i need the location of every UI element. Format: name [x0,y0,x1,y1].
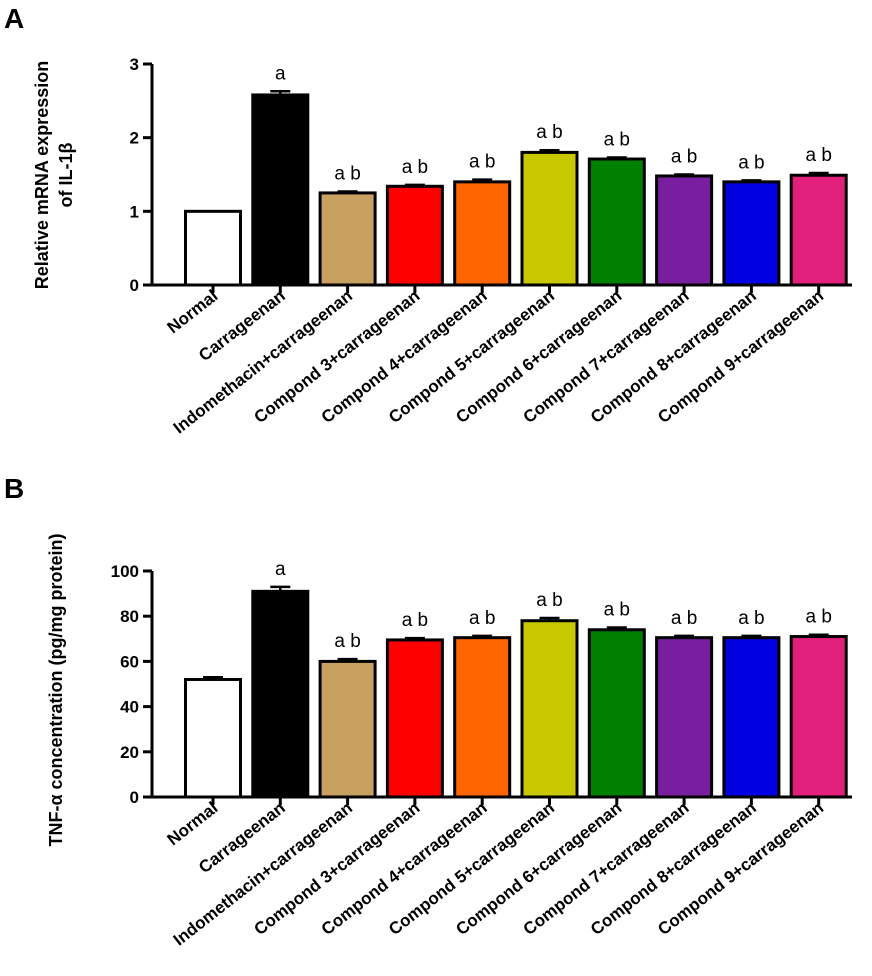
bar-compond-6-carrageenan [587,157,646,287]
significance-label: a b [671,147,697,168]
significance-label: a [275,63,286,84]
significance-label: a b [469,608,495,629]
bar-normal [184,209,242,287]
significance-label: a b [536,122,562,143]
bar-carrageenan [251,93,310,287]
y-axis-label: TNF-α concentration (pg/mg protein) [46,533,66,846]
y-tick-label: 40 [120,698,139,717]
y-tick-label: 1 [130,202,139,221]
significance-label: a b [805,607,831,628]
bar-compond-6-carrageenan [587,628,646,799]
significance-label: a b [671,608,697,629]
panel-letter-b: B [4,473,24,504]
significance-label: a b [805,145,831,166]
chart-panel-b: TNF-α concentration (pg/mg protein) 0 20 40… [46,533,852,950]
bar-compond-5-carrageenan [520,150,579,287]
bar-compond-9-carrageenan [789,635,848,799]
bar-compond-7-carrageenan [655,174,714,287]
bar-compond-4-carrageenan [453,180,512,287]
category-label: Normal [164,798,222,849]
y-axis-label-line: Relative mRNA expression [32,61,52,289]
bar-compond-3-carrageenan [385,184,444,287]
significance-label: a b [402,610,428,631]
significance-label: a b [738,608,764,629]
significance-label: a b [402,157,428,178]
significance-label: a b [604,600,630,621]
bar-indomethacin-carrageenan [318,191,377,287]
bar-compond-5-carrageenan [520,619,579,799]
significance-label: a [275,559,286,580]
y-tick-label: 60 [120,652,139,671]
significance-label: a b [334,631,360,652]
y-axis-label-line: TNF-α concentration (pg/mg protein) [46,533,66,846]
y-tick-label: 3 [130,55,139,74]
y-tick-label: 80 [120,607,139,626]
y-tick-label: 2 [130,129,139,148]
bar-carrageenan [251,589,310,799]
significance-label: a b [536,590,562,611]
category-label: Normal [164,286,222,337]
y-tick-label: 20 [120,743,139,762]
y-tick-label: 0 [130,788,139,807]
bar-indomethacin-carrageenan [318,659,377,799]
chart-panel-a: Relative mRNA expression of IL-1β 0 1 2 3 Norm… [32,55,852,438]
bar-compond-8-carrageenan [722,636,781,799]
significance-label: a b [334,163,360,184]
y-tick-label: 100 [111,562,139,581]
bar-compond-3-carrageenan [385,638,444,799]
bar-normal [184,677,242,799]
bar-compond-9-carrageenan [789,173,848,287]
significance-label: a b [469,152,495,173]
significance-label: a b [604,130,630,151]
bar-compond-7-carrageenan [655,636,714,799]
bar-compond-4-carrageenan [453,636,512,799]
panel-letter-a: A [4,3,24,34]
y-axis-label-line: of IL-1β [56,143,76,208]
y-tick-label: 0 [130,276,139,295]
bar-compond-8-carrageenan [722,180,781,287]
y-axis-label: Relative mRNA expression of IL-1β [32,61,76,289]
significance-label: a b [738,152,764,173]
